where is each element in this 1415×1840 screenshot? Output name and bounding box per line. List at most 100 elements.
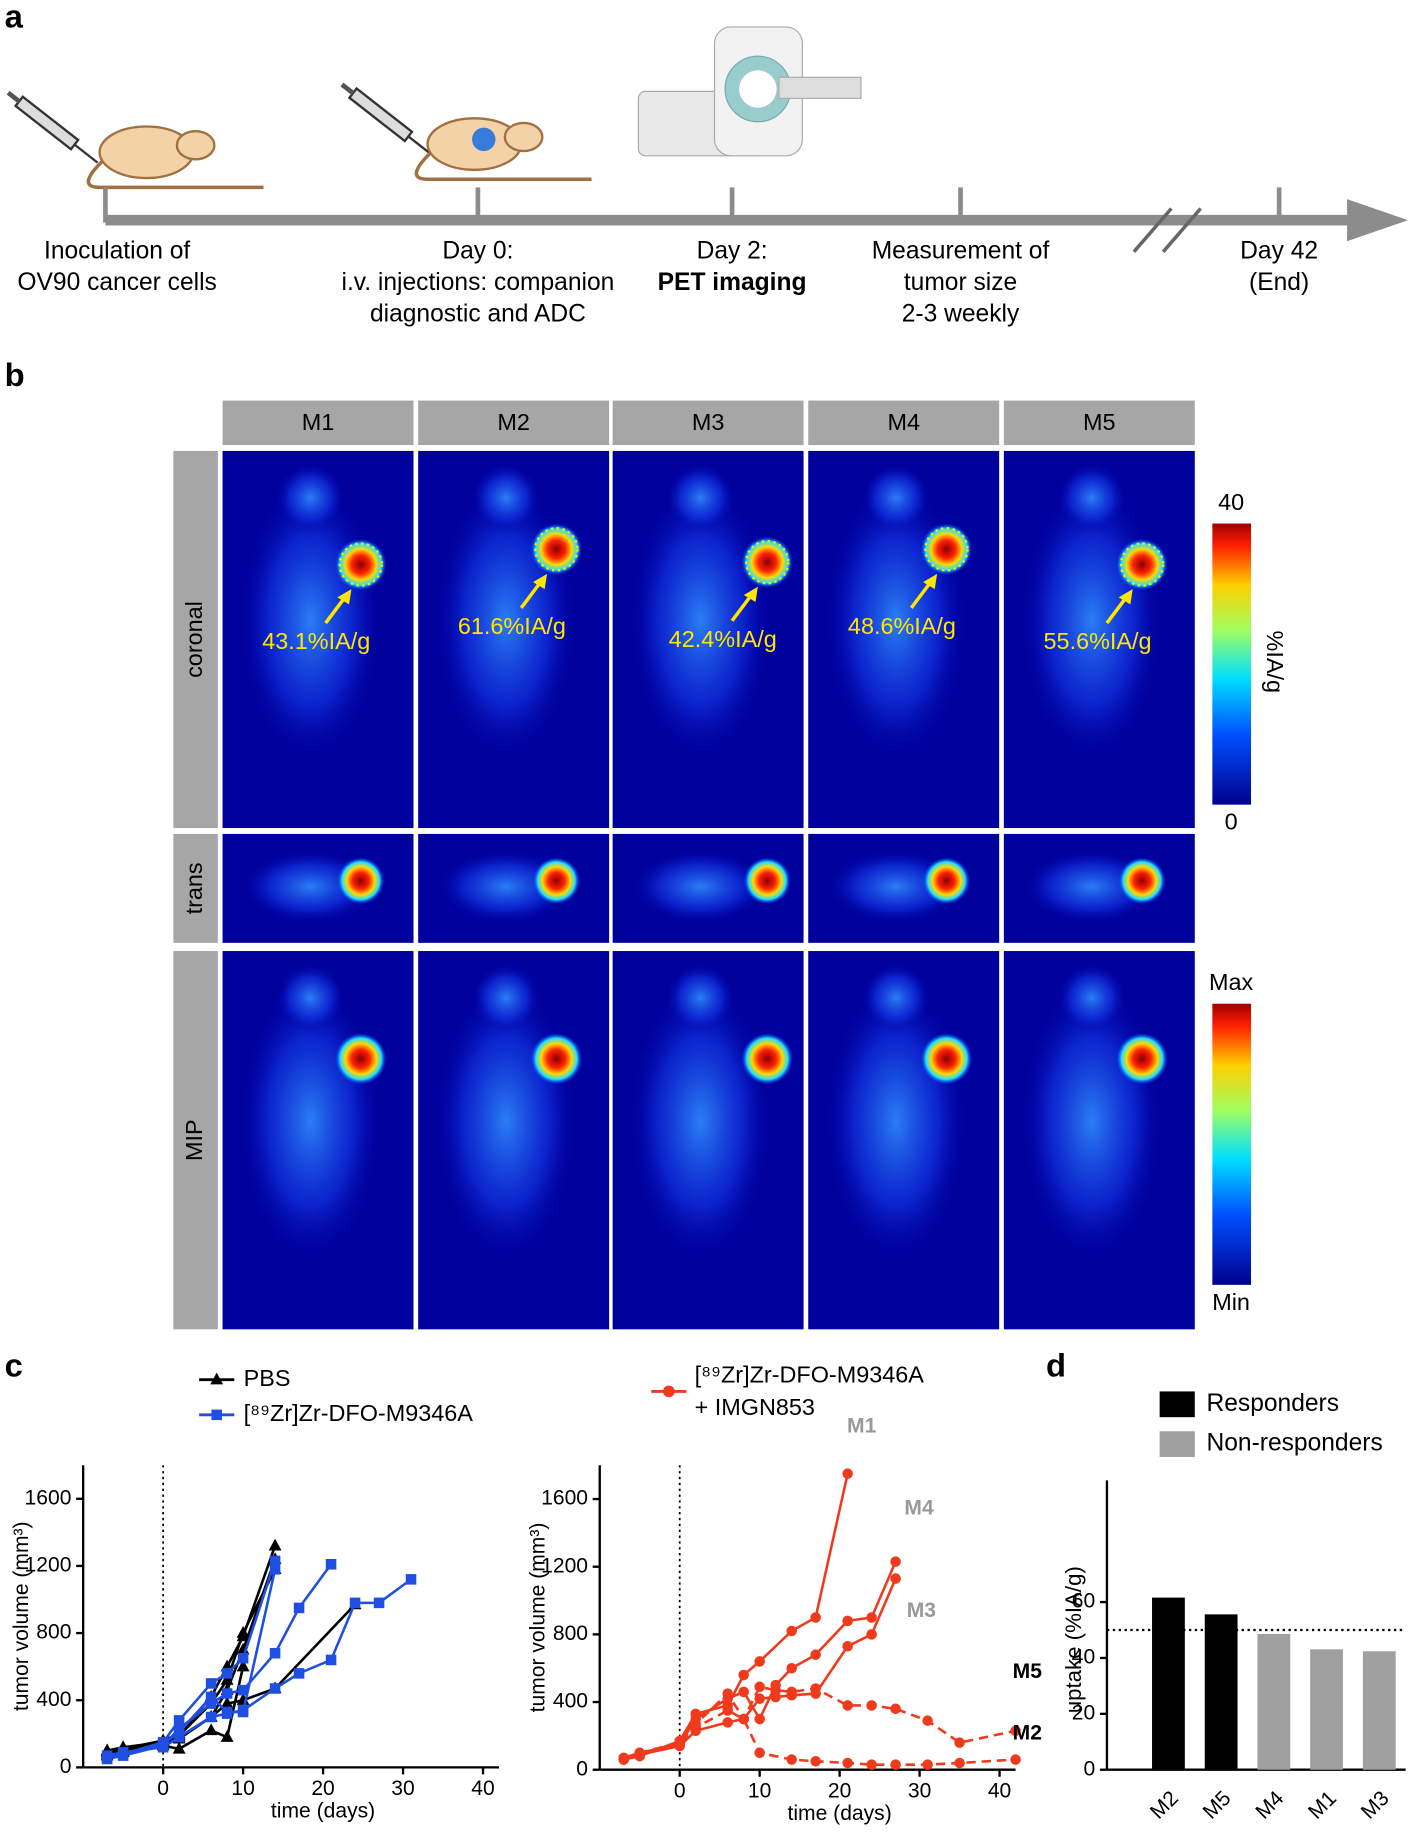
y-tick-label: 60 bbox=[1072, 1590, 1095, 1613]
point bbox=[810, 1612, 821, 1623]
tumor-signal bbox=[920, 523, 973, 576]
row-label: trans bbox=[181, 862, 207, 914]
bar bbox=[1310, 1649, 1343, 1770]
point bbox=[237, 1706, 249, 1718]
column-header bbox=[808, 400, 1000, 446]
point bbox=[890, 1703, 901, 1715]
series-line bbox=[106, 1563, 333, 1761]
point bbox=[221, 1688, 233, 1699]
point bbox=[842, 1700, 853, 1711]
step-text: diagnostic and ADC bbox=[370, 301, 586, 328]
arrow-head bbox=[337, 589, 352, 605]
tumor-signal bbox=[1116, 538, 1168, 591]
y-tick-label: 20 bbox=[1072, 1701, 1095, 1724]
point bbox=[786, 1754, 797, 1765]
step-text: Inoculation of bbox=[44, 237, 190, 264]
point bbox=[770, 1684, 781, 1696]
step-text: Day 2: bbox=[697, 237, 768, 264]
pet-image bbox=[1003, 951, 1195, 1330]
uptake-label: 48.6%IA/g bbox=[848, 613, 956, 639]
y-tick-label: 400 bbox=[553, 1690, 588, 1713]
tumor-signal bbox=[743, 857, 791, 905]
pet-image: 43.1%IA/g bbox=[222, 450, 414, 829]
legend-swatch bbox=[1159, 1391, 1195, 1418]
point bbox=[754, 1656, 765, 1667]
panel-label: d bbox=[1046, 1347, 1066, 1384]
panel-label: c bbox=[5, 1347, 23, 1384]
pet-image bbox=[418, 951, 610, 1330]
point bbox=[738, 1686, 749, 1698]
point bbox=[754, 1693, 765, 1704]
line-label: M3 bbox=[907, 1599, 936, 1622]
roi bbox=[338, 542, 384, 587]
colorbar-min: 0 bbox=[1225, 809, 1238, 835]
point bbox=[269, 1555, 281, 1567]
tumor-signal bbox=[1116, 1033, 1168, 1085]
step-text: Measurement of bbox=[872, 237, 1050, 264]
pet-image bbox=[808, 833, 1000, 943]
colorbar-label: %IA/g bbox=[1262, 631, 1288, 693]
legend-marker bbox=[662, 1385, 675, 1398]
column-header bbox=[222, 400, 414, 446]
column-label: M5 bbox=[1083, 409, 1116, 435]
pet-image: 61.6%IA/g bbox=[418, 450, 610, 829]
point bbox=[101, 1752, 113, 1763]
point bbox=[269, 1683, 281, 1694]
point bbox=[293, 1668, 305, 1679]
point bbox=[890, 1759, 901, 1770]
point bbox=[722, 1688, 733, 1699]
y-tick-label: 400 bbox=[36, 1688, 71, 1711]
y-tick-label: 40 bbox=[1072, 1646, 1095, 1669]
step-text: i.v. injections: companion bbox=[342, 269, 615, 296]
x-tick-label: M5 bbox=[1199, 1787, 1236, 1824]
x-tick-label: 20 bbox=[828, 1780, 851, 1803]
point bbox=[842, 1468, 853, 1479]
bar bbox=[1152, 1597, 1185, 1770]
step-text: PET imaging bbox=[658, 269, 807, 296]
x-axis-title: time (days) bbox=[271, 1799, 375, 1822]
pet-image bbox=[612, 833, 804, 943]
point bbox=[738, 1713, 749, 1725]
body-signal bbox=[275, 962, 346, 1034]
point bbox=[634, 1749, 645, 1760]
point bbox=[842, 1640, 853, 1652]
tumor-signal bbox=[532, 857, 580, 905]
y-tick-label: 0 bbox=[1083, 1757, 1095, 1780]
y-tick-label: 800 bbox=[553, 1622, 588, 1645]
column-header bbox=[612, 400, 804, 446]
point bbox=[220, 1696, 234, 1709]
x-tick-label: 40 bbox=[988, 1780, 1011, 1803]
tumor-signal bbox=[741, 536, 794, 588]
point bbox=[269, 1564, 281, 1575]
body-signal bbox=[275, 462, 346, 533]
point bbox=[405, 1574, 417, 1585]
y-axis-title: uptake (%IA/g) bbox=[1061, 1566, 1086, 1713]
point bbox=[220, 1730, 234, 1742]
x-tick-label: M1 bbox=[1304, 1787, 1341, 1824]
arrow-head bbox=[532, 573, 548, 590]
tumor-signal bbox=[741, 1033, 794, 1085]
point bbox=[205, 1698, 217, 1709]
point bbox=[373, 1597, 385, 1609]
body-signal bbox=[665, 962, 736, 1034]
point bbox=[325, 1654, 337, 1666]
legend-marker bbox=[210, 1372, 224, 1385]
pet-image: 48.6%IA/g bbox=[808, 450, 1000, 829]
point bbox=[690, 1722, 701, 1733]
tumor-signal bbox=[1118, 857, 1166, 905]
arrow-head bbox=[743, 586, 758, 603]
arrow-head bbox=[1118, 589, 1133, 605]
colorbar bbox=[1212, 1003, 1252, 1285]
body-signal bbox=[470, 462, 542, 533]
arrow-head bbox=[923, 573, 938, 590]
step-text: (End) bbox=[1249, 269, 1309, 296]
point bbox=[268, 1538, 282, 1551]
colorbar-max: 40 bbox=[1218, 489, 1244, 515]
point bbox=[738, 1669, 749, 1681]
line-label: M2 bbox=[1013, 1721, 1042, 1744]
legend-label: Non-responders bbox=[1206, 1430, 1382, 1457]
pet-image bbox=[612, 951, 804, 1330]
body-signal bbox=[860, 962, 932, 1034]
row-header bbox=[173, 951, 218, 1330]
